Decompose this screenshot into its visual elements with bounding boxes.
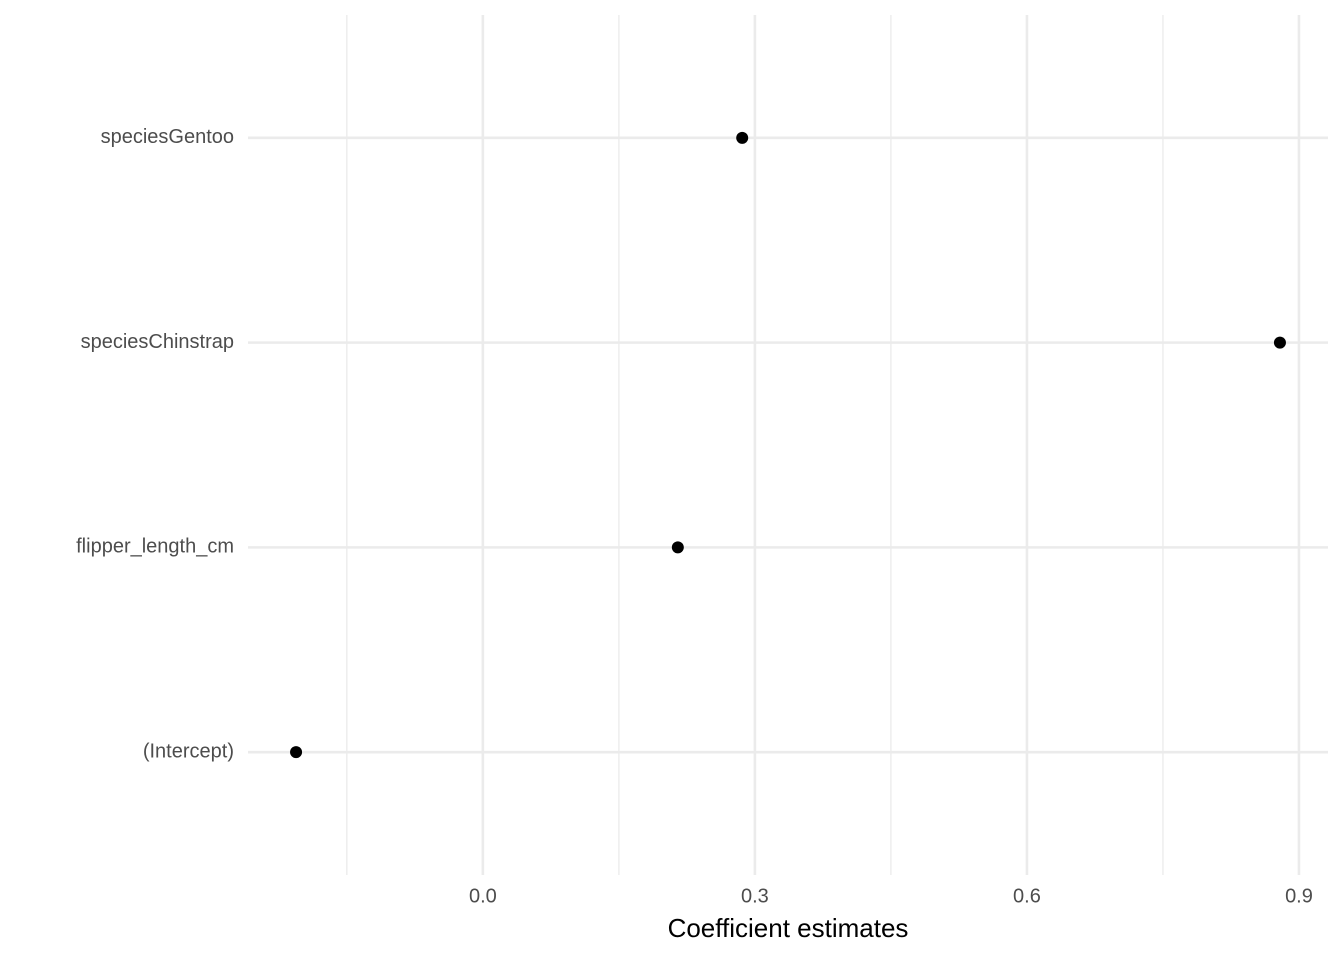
point xyxy=(290,746,303,759)
x-tick-label: 0.9 xyxy=(1285,885,1313,907)
y-tick-label: flipper_length_cm xyxy=(76,536,234,558)
x-tick-label: 0.0 xyxy=(469,885,497,907)
point xyxy=(1273,336,1286,349)
y-tick-label: speciesGentoo xyxy=(101,126,234,148)
x-tick-label: 0.6 xyxy=(1013,885,1041,907)
x-axis-title: Coefficient estimates xyxy=(668,913,909,943)
y-tick-label: speciesChinstrap xyxy=(81,331,234,353)
y-tick-label: (Intercept) xyxy=(143,740,234,762)
x-tick-label: 0.3 xyxy=(741,885,769,907)
point xyxy=(736,131,749,144)
point xyxy=(671,541,684,554)
